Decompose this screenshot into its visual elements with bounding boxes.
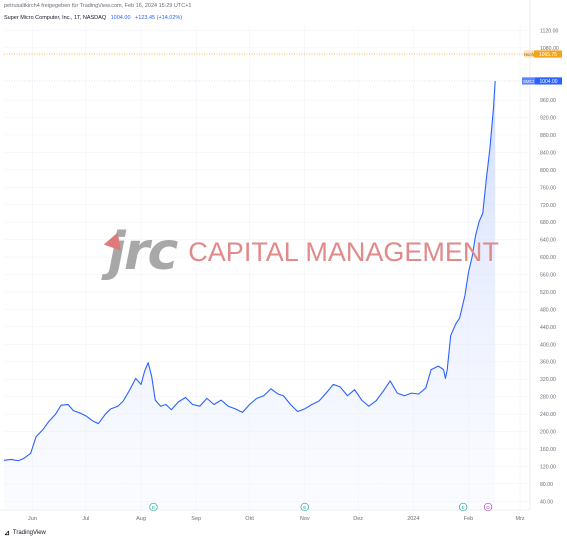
- x-tick-label: Sep: [191, 516, 201, 522]
- y-tick-label: 600.00: [540, 255, 556, 261]
- earnings-marker-icon: [459, 502, 468, 512]
- y-tick-label: 1120.00: [540, 28, 558, 34]
- y-tick-label: 40.00: [540, 499, 553, 505]
- event-marker-letter: D: [486, 505, 490, 510]
- symbol-tag-label: SMCI: [523, 79, 534, 84]
- y-tick-label: 720.00: [540, 203, 556, 209]
- watermark-logo: jrc: [108, 222, 178, 282]
- event-marker-letter: E: [462, 505, 465, 510]
- y-tick-label: 160.00: [540, 447, 556, 453]
- y-tick-label: 1080.00: [540, 46, 559, 52]
- y-tick-label: 400.00: [540, 342, 556, 348]
- footer: ⊿ TradingView: [4, 529, 46, 537]
- y-tick-label: 840.00: [540, 150, 556, 156]
- dividend-marker-icon: [483, 502, 493, 512]
- last-value: 1004.00: [110, 15, 131, 21]
- y-tick-label: 640.00: [540, 238, 556, 244]
- x-tick-label: Jun: [28, 516, 37, 522]
- y-tick-label: 200.00: [540, 430, 556, 436]
- y-tick-label: 440.00: [540, 325, 556, 331]
- price-line: [3, 80, 496, 462]
- y-tick-label: 480.00: [540, 307, 556, 313]
- reference-lines: [4, 53, 529, 82]
- y-tick-label: 360.00: [540, 360, 556, 366]
- y-tick-label: 920.00: [540, 116, 556, 122]
- publish-info: petrusaltkirch4 freigegeben für TradingV…: [4, 3, 192, 9]
- y-tick-label: 520.00: [540, 290, 556, 296]
- change-value: +123.45 (+14.02%): [135, 15, 183, 21]
- y-tick-label: 680.00: [540, 220, 556, 226]
- x-tick-label: Feb: [464, 516, 473, 522]
- watermark: jrc CAPITAL MANAGEMENT: [103, 222, 499, 282]
- y-tick-label: 560.00: [540, 273, 556, 279]
- y-tick-label: 80.00: [540, 482, 553, 488]
- x-tick-label: Dez: [353, 516, 363, 522]
- tradingview-logo-icon: ⊿: [4, 530, 10, 537]
- y-tick-label: 800.00: [540, 168, 556, 174]
- symbol-legend: Super Micro Computer, Inc., 1T, NASDAQ 1…: [4, 15, 182, 21]
- symbol-tag-label-bg: [522, 77, 535, 85]
- symbol-tag-value: 1004.00: [539, 79, 557, 85]
- y-tick-label: 320.00: [540, 377, 556, 383]
- event-marker-letter: E: [303, 505, 306, 510]
- watermark-text: CAPITAL MANAGEMENT: [188, 236, 499, 267]
- y-tick-label: 240.00: [540, 412, 556, 418]
- y-tick-label: 760.00: [540, 185, 556, 191]
- footer-brand[interactable]: TradingView: [12, 530, 46, 536]
- event-marker-letter: E: [152, 505, 155, 510]
- earnings-marker-icon: [149, 502, 158, 512]
- y-tick-label: 120.00: [540, 464, 556, 470]
- symbol-name[interactable]: Super Micro Computer, Inc., 1T, NASDAQ: [4, 15, 107, 21]
- y-tick-label: 280.00: [540, 395, 556, 401]
- symbol-tag-value-bg: [535, 77, 562, 85]
- price-axis[interactable]: 40.00 80.00 120.00 160.00 200.00 240.00 280.00…: [529, 0, 559, 510]
- price-tags: Hoch 1065.75 SMCI 1004.00: [522, 50, 562, 85]
- price-line-layer: [3, 80, 496, 462]
- x-tick-label: Okt: [245, 516, 254, 522]
- x-tick-label: Nov: [300, 516, 310, 522]
- earnings-marker-icon: [300, 502, 309, 512]
- x-tick-label: 2024: [407, 516, 419, 522]
- high-tag-value-bg: [534, 50, 562, 58]
- x-tick-label: Jul: [82, 516, 89, 522]
- x-tick-label: Mrz: [516, 516, 525, 522]
- high-tag-value: 1065.75: [539, 52, 557, 58]
- y-tick-label: 960.00: [540, 98, 556, 104]
- y-tick-label: 880.00: [540, 133, 556, 139]
- area-fill: [4, 80, 496, 510]
- high-tag-label-bg: [524, 50, 534, 58]
- time-axis[interactable]: Jun Jul Aug Sep Okt Nov Dez 2024 Feb Mrz: [0, 509, 530, 522]
- x-tick-label: Aug: [136, 516, 146, 522]
- price-area: [4, 80, 496, 510]
- high-tag-label: Hoch: [524, 52, 535, 57]
